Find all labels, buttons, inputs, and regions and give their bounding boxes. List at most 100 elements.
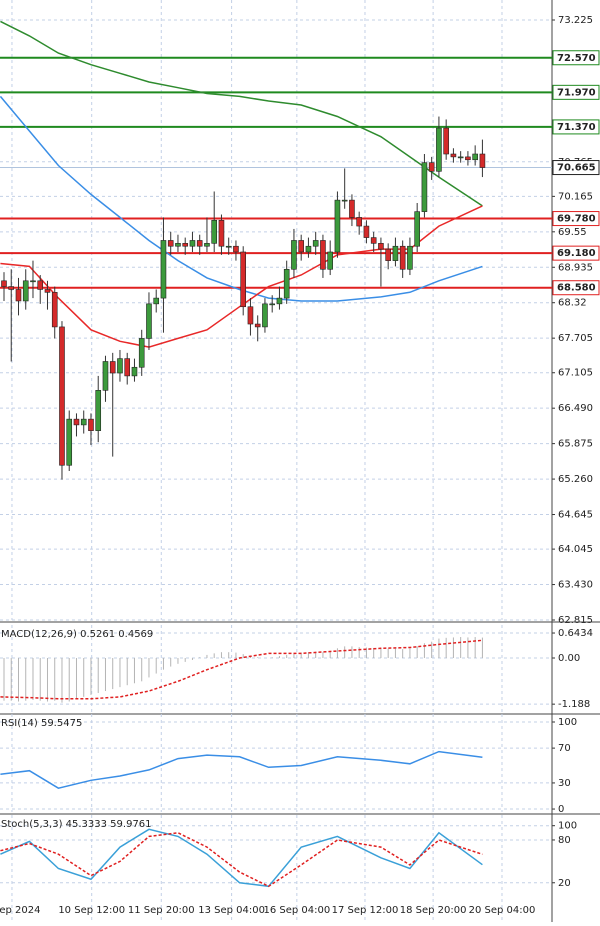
level-label: 71.970 [557,87,596,98]
candle-body [465,156,471,161]
candle-body [378,243,384,250]
x-tick-label: 11 Sep 20:00 [128,905,195,916]
candle-body [175,243,181,247]
candle-body [153,297,160,305]
candle-body [320,240,326,270]
candle-body [291,240,297,270]
candle-body [349,199,355,218]
y-tick-label: 20 [558,878,571,889]
candle-body [363,225,370,238]
candle-body [276,297,283,305]
y-tick-label: 64.645 [558,510,593,521]
candle-body [189,240,196,247]
y-tick-label: 68.32 [558,298,587,309]
candle-body [385,248,391,261]
candle-body [421,162,428,212]
candle-body [450,153,457,158]
candle-body [204,243,210,247]
y-tick-label: 68.935 [558,262,593,273]
candle-body [443,127,449,155]
level-label-box [552,245,600,261]
level-label-box [552,119,600,135]
candle-body [334,199,341,253]
y-tick-label: 62.815 [558,615,593,626]
x-tick-label: 18 Sep 20:00 [400,905,467,916]
candle-body [211,219,218,244]
level-label-box [552,211,600,227]
candle-body [479,153,486,168]
series-line [0,20,483,207]
candle-body [428,162,435,172]
x-tick-label: 9 Sep 2024 [0,905,40,916]
candle-body [370,237,377,244]
candle-body [59,326,65,466]
y-tick-label: 63.430 [558,580,593,591]
y-tick-label: 30 [558,778,571,789]
x-tick-label: 10 Sep 12:00 [58,905,125,916]
x-tick-label: 13 Sep 04:00 [198,905,265,916]
candle-body [269,303,275,306]
candle-body [407,245,413,270]
last-price-box [552,160,600,176]
y-tick-label: 70 [558,743,571,754]
candle-body [262,303,268,328]
x-tick-label: 16 Sep 04:00 [263,905,330,916]
series-line [0,832,483,888]
candle-body [196,240,203,247]
candle-body [8,286,15,290]
level-label: 68.580 [557,283,596,294]
level-label-box [552,50,600,66]
candle-body [457,156,464,159]
candle-body [247,306,254,325]
y-tick-label: 65.875 [558,439,593,450]
candle-body [138,338,145,368]
y-tick-label: 69.55 [558,227,587,238]
candle-body [44,289,51,293]
panel-title: Stoch(5,3,3) 45.3333 59.9761 [1,819,152,830]
candle-body [218,219,225,247]
candle-body [392,245,399,261]
candle-body [312,240,319,247]
y-tick-label: 100 [558,717,577,728]
candle-body [66,418,73,466]
level-label: 72.570 [557,53,596,64]
last-price-label: 70.665 [557,163,596,174]
series-line [0,95,483,302]
candle-body [341,199,348,202]
x-tick-label: 17 Sep 12:00 [332,905,399,916]
candle-body [95,390,102,431]
candle-body [1,280,7,287]
candle-body [305,245,312,253]
x-tick-label: 20 Sep 04:00 [469,905,536,916]
y-tick-label: 70.165 [558,191,593,202]
y-tick-label: 0 [558,804,564,815]
candle-body [167,240,174,247]
y-tick-label: 73.225 [558,15,593,26]
candle-body [182,243,189,247]
candle-body [131,366,138,377]
candle-body [160,240,167,299]
level-label-box [552,84,600,100]
y-tick-label: 66.490 [558,403,593,414]
level-label: 69.780 [557,214,596,225]
y-tick-label: 0.00 [558,653,580,664]
candle-body [233,245,239,253]
y-tick-label: 0.6434 [558,628,593,639]
series-line [0,750,483,790]
candle-body [146,303,152,339]
candle-body [37,280,44,290]
candle-body [254,323,261,328]
candle-body [80,418,87,426]
candle-body [88,418,94,431]
candle-body [102,361,109,391]
panel-title: RSI(14) 59.5475 [1,718,82,729]
candle-body [51,292,58,328]
candle-body [414,211,420,247]
series-line [0,828,483,888]
level-label-box [552,280,600,296]
y-tick-label: 67.705 [558,333,593,344]
candle-body [73,418,80,426]
